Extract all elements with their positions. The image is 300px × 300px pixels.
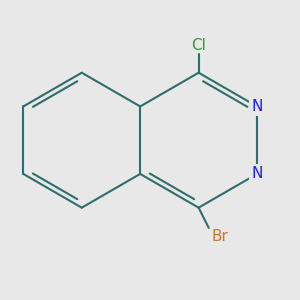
Text: N: N [251,99,263,114]
Text: Br: Br [211,229,228,244]
Text: Cl: Cl [191,38,206,52]
Text: N: N [251,167,263,182]
